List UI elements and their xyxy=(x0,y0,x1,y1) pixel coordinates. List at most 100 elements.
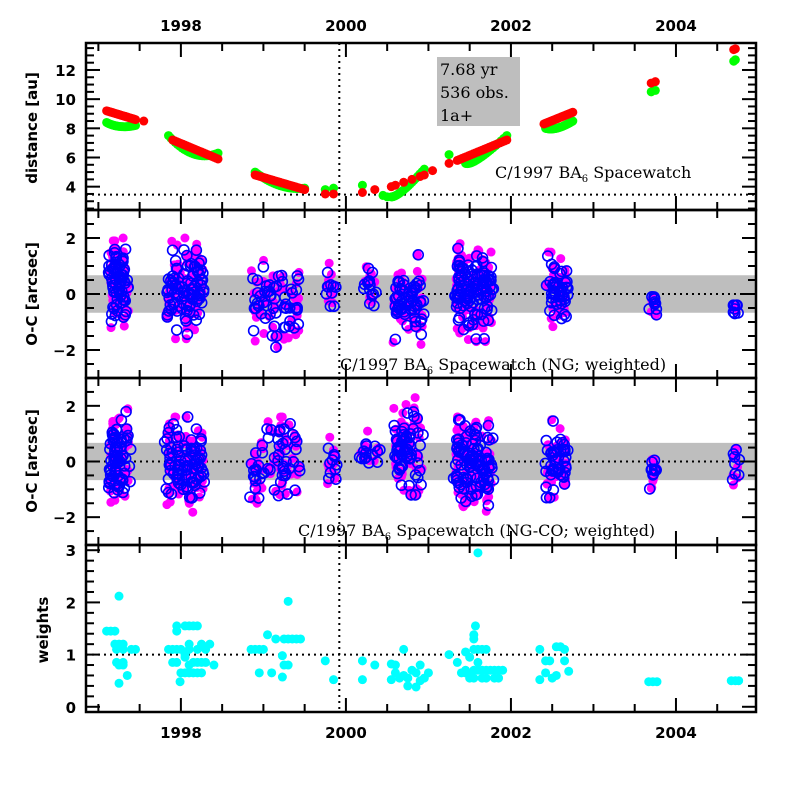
residual-dec-point xyxy=(251,286,264,299)
panel3-annotation: C/1997 BA6 Spacewatch (NG-CO; weighted) xyxy=(298,521,655,543)
residual-ra-point xyxy=(413,250,423,260)
heliocentric-distance-point xyxy=(399,177,409,187)
residual-dec-point xyxy=(190,423,203,435)
residual-dec-point xyxy=(322,442,335,455)
residual-ra-point xyxy=(108,416,118,426)
weight-point xyxy=(465,652,475,662)
residual-dec-point xyxy=(729,467,741,480)
residual-ra-point xyxy=(180,233,190,243)
weight-point xyxy=(258,644,268,654)
residual-dec-point xyxy=(265,423,278,436)
bottom-xtick-label: 2002 xyxy=(490,724,532,742)
residual-dec-point xyxy=(547,415,559,427)
residual-dec-point xyxy=(172,440,184,453)
weight-point xyxy=(357,656,367,666)
residual-dec-point xyxy=(650,308,663,321)
weight-point xyxy=(114,591,124,601)
weight-point xyxy=(209,660,219,670)
residual-dec-point xyxy=(480,446,492,459)
weight-point xyxy=(329,675,339,685)
ytick-label: −2 xyxy=(53,509,76,527)
residual-dec-point xyxy=(193,257,205,269)
residual-dec-point xyxy=(277,462,290,475)
data-points xyxy=(102,44,746,692)
geocentric-distance-point xyxy=(444,150,454,160)
ytick-label: 0 xyxy=(66,286,76,304)
residual-dec-point xyxy=(451,454,464,466)
heliocentric-distance-point xyxy=(407,174,417,184)
annotation-main: C/1997 BA xyxy=(340,355,427,374)
residual-dec-point xyxy=(470,250,483,262)
geocentric-distance-point xyxy=(357,180,367,190)
residual-dec-point xyxy=(646,456,658,468)
residual-dec-point xyxy=(185,445,197,458)
residual-dec-point xyxy=(465,483,478,496)
residual-dec-point xyxy=(270,330,283,343)
residual-dec-point xyxy=(252,492,265,504)
residual-dec-point xyxy=(469,308,481,320)
info-box-line-obs: 536 obs. xyxy=(440,83,509,102)
residual-dec-point xyxy=(270,280,283,293)
residual-dec-point xyxy=(478,333,490,345)
top-xtick-label: 2004 xyxy=(655,17,697,35)
residual-dec-point xyxy=(117,449,129,462)
residual-dec-point xyxy=(170,324,183,336)
residual-dec-point xyxy=(162,473,175,485)
residual-dec-point xyxy=(560,310,572,323)
residual-dec-point xyxy=(167,418,180,430)
residual-dec-point xyxy=(412,249,425,261)
residual-dec-point xyxy=(197,468,210,481)
residual-dec-point xyxy=(198,476,211,488)
residual-dec-point xyxy=(545,447,557,460)
residual-dec-point xyxy=(161,286,173,299)
residual-dec-point xyxy=(392,276,405,289)
residual-dec-point xyxy=(559,466,571,479)
residual-dec-point xyxy=(164,299,177,311)
heliocentric-distance-point xyxy=(370,185,380,195)
residual-dec-point xyxy=(415,478,427,491)
weight-point xyxy=(535,675,545,685)
top-xtick-label: 2002 xyxy=(490,17,532,35)
residual-dec-point xyxy=(161,433,173,445)
residual-dec-point xyxy=(407,406,420,418)
weight-point xyxy=(481,673,491,683)
weight-point xyxy=(114,678,124,688)
residual-dec-point xyxy=(457,471,470,484)
residual-dec-point xyxy=(560,265,573,277)
weight-point xyxy=(172,657,182,667)
residual-dec-point xyxy=(366,448,379,461)
residual-dec-point xyxy=(195,433,207,445)
annotation-main: C/1997 BA xyxy=(495,163,582,182)
residual-dec-point xyxy=(364,279,376,291)
axis-ticks xyxy=(86,43,756,712)
residual-dec-point xyxy=(395,479,408,492)
residual-dec-point xyxy=(264,308,276,321)
residual-dec-point xyxy=(414,296,427,309)
heliocentric-distance-point xyxy=(650,77,660,87)
weight-point xyxy=(201,657,211,667)
residual-ra-point xyxy=(324,258,334,268)
residual-dec-point xyxy=(113,278,126,291)
residual-dec-point xyxy=(366,266,379,279)
ytick-label: 12 xyxy=(55,62,76,80)
residual-dec-point xyxy=(401,407,414,419)
residual-dec-point xyxy=(251,274,264,287)
weight-point xyxy=(263,630,273,640)
weight-point xyxy=(423,668,433,678)
residual-dec-point xyxy=(104,464,117,477)
residual-dec-point xyxy=(484,273,496,286)
residual-dec-point xyxy=(119,452,132,465)
residual-dec-point xyxy=(102,266,115,279)
bottom-xtick-label: 2004 xyxy=(655,724,697,742)
residual-ra-point xyxy=(401,399,411,409)
residual-dec-point xyxy=(261,423,273,435)
residual-dec-point xyxy=(484,288,497,301)
residual-ra-point xyxy=(363,426,373,436)
residual-ra-point xyxy=(548,322,558,332)
panel-frame xyxy=(84,41,758,212)
residual-dec-point xyxy=(558,478,571,490)
residual-dec-point xyxy=(390,282,402,294)
residual-dec-point xyxy=(726,473,739,486)
residual-dec-point xyxy=(178,290,190,302)
